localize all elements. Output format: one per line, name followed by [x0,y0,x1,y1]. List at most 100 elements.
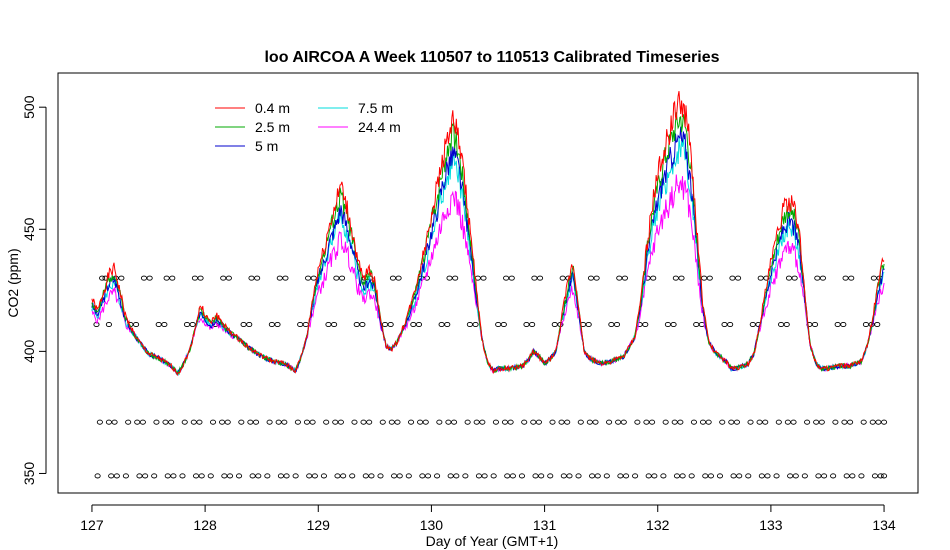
sample-marker [634,419,641,425]
sample-marker [762,419,769,425]
sample-marker [207,473,214,479]
sample-marker [764,473,771,479]
x-tick-label: 127 [80,517,104,533]
sample-marker [651,473,658,479]
sample-marker [775,419,782,425]
sample-marker [281,419,288,425]
sample-marker [105,321,112,328]
sample-marker [615,419,622,425]
sample-marker [815,473,822,479]
sample-marker [560,473,567,479]
sample-marker [377,473,384,479]
sample-marker [860,419,867,425]
sample-marker [320,473,327,479]
sample-marker [830,473,837,479]
sample-marker [801,473,808,479]
sample-marker [721,321,728,328]
sample-marker [529,321,536,328]
sample-marker [394,419,401,425]
sample-marker [736,473,743,479]
y-tick-label: 450 [21,217,37,241]
sample-marker [705,419,712,425]
sample-marker [787,473,794,479]
sample-marker [277,473,284,479]
sample-marker [881,419,888,425]
sample-marker [434,473,441,479]
sample-marker [843,473,850,479]
sample-marker [592,419,599,425]
sample-marker [832,419,839,425]
sample-marker [706,275,713,281]
sample-marker [236,473,243,479]
sample-marker [226,473,234,479]
sample-marker [693,321,700,328]
sample-marker [198,473,205,479]
sample-marker [105,419,112,425]
sample-marker [415,321,423,328]
x-tick-label: 133 [759,517,783,533]
sample-marker [466,321,473,328]
sample-marker [480,275,487,281]
x-axis-label: Day of Year (GMT+1) [426,533,559,549]
sample-marker [387,321,394,328]
sample-marker [594,473,601,479]
sample-marker [577,419,584,425]
sample-marker [276,275,283,281]
sample-marker [164,473,171,479]
sample-marker [446,275,453,281]
sample-marker [274,321,281,328]
sample-marker [813,419,820,425]
sample-marker [306,473,313,479]
sample-marker [841,419,848,425]
sample-marker [181,419,188,425]
sample-marker [875,419,882,425]
sample-marker [445,419,452,425]
sample-marker [504,473,511,479]
sample-marker [473,419,480,425]
sample-marker [492,419,499,425]
sample-marker [248,275,255,281]
legend-label: 0.4 m [255,100,290,116]
sample-marker [728,419,735,425]
sample-marker [756,419,763,425]
sample-marker [518,473,525,479]
sample-marker [333,275,340,281]
sample-marker [220,275,227,281]
sample-marker [834,321,841,328]
sample-marker [447,473,454,479]
x-tick-label: 128 [193,517,217,533]
sample-marker [495,321,502,328]
sample-marker [140,275,148,281]
sample-marker [792,473,799,479]
sample-marker [643,419,650,425]
sample-marker [881,473,888,479]
sample-marker [538,473,545,479]
sample-marker [197,275,204,281]
sample-marker [283,473,290,479]
sample-marker [702,473,709,479]
sample-marker [664,321,671,328]
sample-marker [161,321,168,328]
sample-marker [785,275,793,281]
sample-marker [662,419,669,425]
sample-marker [146,275,153,281]
sample-marker [531,275,538,281]
sample-marker [603,473,610,479]
sample-marker [410,321,417,328]
sample-marker [649,419,656,425]
sample-marker [125,419,132,425]
sample-marker [282,275,289,281]
sample-marker [858,473,865,479]
sample-marker [94,473,101,479]
sample-marker [337,419,344,425]
sample-marker [559,275,566,281]
sample-marker [294,419,301,425]
sample-marker [108,473,115,479]
sample-marker [163,275,170,281]
sample-marker [183,321,191,328]
sample-marker [701,275,708,281]
series-line-2-5-m [91,112,885,376]
sample-marker [170,473,177,479]
sample-marker [225,275,232,281]
sample-marker [677,419,684,425]
